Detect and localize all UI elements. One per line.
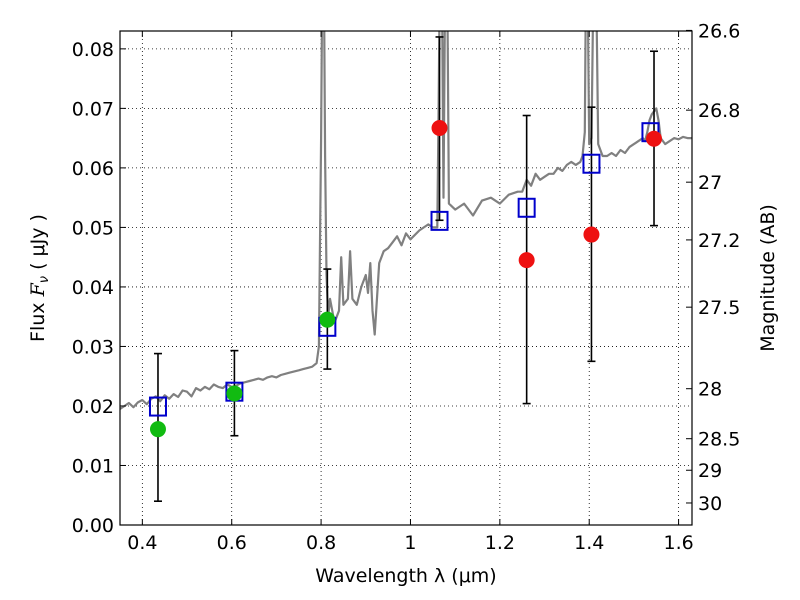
y-tick-label: 0.03 — [72, 336, 114, 358]
y2-tick-label: 27 — [698, 172, 722, 194]
model-band-square — [582, 153, 601, 174]
x-tick-label: 1 — [404, 532, 416, 554]
y2-tick-label: 28 — [698, 379, 722, 401]
x-tick-label: 0.4 — [127, 532, 157, 554]
y-axis-label-text: Flux — [27, 296, 49, 342]
model-band-square — [148, 396, 167, 417]
low-sn-point — [431, 120, 448, 137]
plot-frame — [119, 30, 693, 526]
grid-lines — [120, 31, 692, 525]
x-tick-label: 1.4 — [574, 532, 604, 554]
y-tick-label: 0.02 — [72, 396, 114, 418]
y-tick-label: 0.07 — [72, 98, 114, 120]
x-tick-label: 0.6 — [217, 532, 247, 554]
y-tick-label: 0.00 — [72, 515, 114, 537]
axis-ticks: 0.4 0.6 0.8 1 1.2 1.4 1.6 0.00 0.01 0.02 0.03 0.04 0… — [72, 20, 741, 554]
y2-tick-label: 27.2 — [698, 230, 740, 252]
low-sn-point — [518, 252, 535, 269]
y-axis-label: Flux Fν ( μJy ) — [27, 214, 52, 342]
detection-point — [226, 385, 243, 402]
y-tick-label: 0.04 — [72, 277, 114, 299]
y2-tick-label: 30 — [698, 493, 722, 515]
model-band-square — [517, 197, 536, 218]
y2-axis-label: Magnitude (AB) — [757, 204, 779, 352]
y-axis-label-symbol: F — [27, 282, 49, 297]
model-spectrum-line — [120, 31, 692, 410]
x-tick-label: 1.6 — [663, 532, 693, 554]
y2-tick-label: 29 — [698, 460, 722, 482]
detection-point — [319, 311, 336, 328]
y-tick-label: 0.05 — [72, 217, 114, 239]
y2-tick-label: 28.5 — [698, 429, 740, 451]
model-band-square — [430, 210, 449, 231]
y2-tick-label: 26.6 — [698, 20, 740, 42]
detection-point — [149, 421, 166, 438]
y2-tick-label: 27.5 — [698, 297, 740, 319]
x-axis-label: Wavelength λ (μm) — [315, 565, 496, 587]
y-tick-label: 0.08 — [72, 39, 114, 61]
x-tick-label: 0.8 — [306, 532, 336, 554]
y-axis-label-subscript: ν — [37, 276, 52, 283]
y2-tick-label: 26.8 — [698, 100, 740, 122]
low-sn-point — [583, 226, 600, 243]
y-axis-label-unit: ( μJy ) — [27, 214, 49, 276]
plot-area — [120, 31, 692, 502]
y-tick-label: 0.06 — [72, 158, 114, 180]
y-tick-label: 0.01 — [72, 455, 114, 477]
low-sn-point — [646, 130, 663, 147]
x-tick-label: 1.2 — [485, 532, 515, 554]
